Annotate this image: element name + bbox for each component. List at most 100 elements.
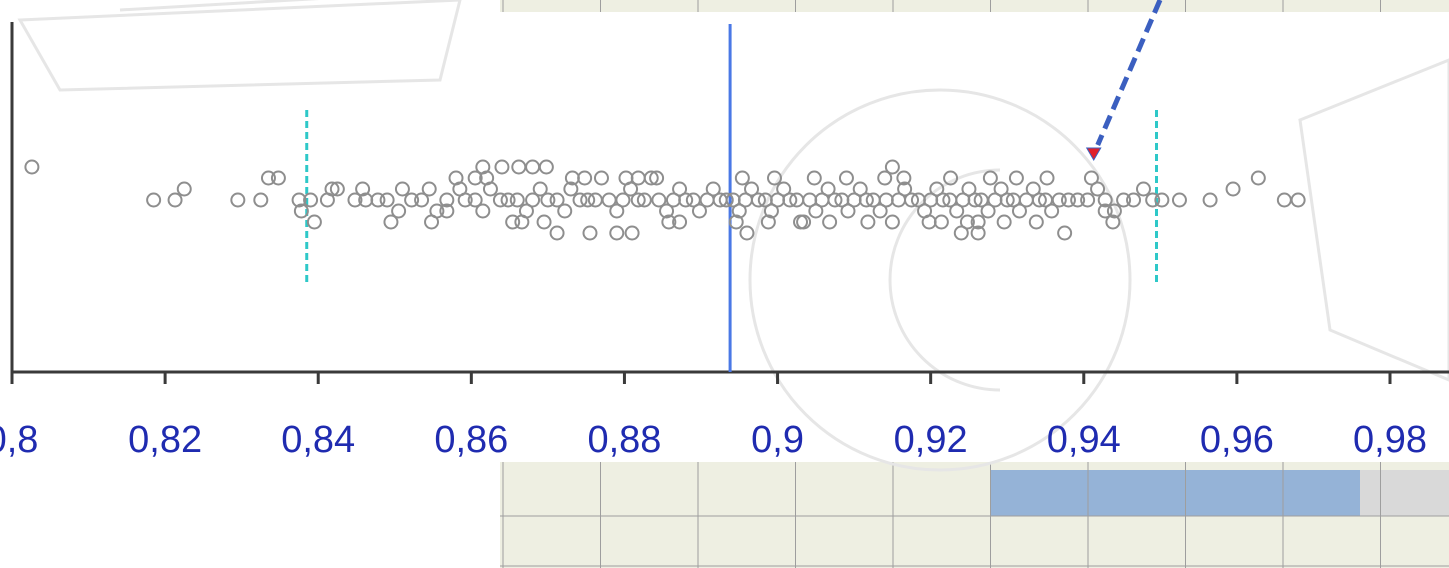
data-point	[840, 203, 856, 219]
data-point	[760, 214, 776, 230]
data-point	[439, 203, 455, 219]
data-point	[996, 214, 1012, 230]
annotation	[1085, 0, 1163, 161]
data-point	[253, 192, 269, 208]
data-point	[943, 170, 959, 186]
data-point	[980, 203, 996, 219]
data-point	[993, 181, 1009, 197]
data-point	[884, 214, 900, 230]
data-point	[820, 181, 836, 197]
sheet-gridlines	[500, 0, 1449, 568]
data-point	[860, 214, 876, 230]
data-point	[500, 192, 516, 208]
data-point	[293, 203, 309, 219]
data-points	[24, 159, 1306, 241]
data-point	[414, 192, 430, 208]
data-point	[549, 192, 565, 208]
data-point	[884, 159, 900, 175]
data-point	[949, 203, 965, 219]
data-point	[734, 170, 750, 186]
data-point	[672, 181, 688, 197]
data-point	[691, 203, 707, 219]
data-point	[933, 214, 949, 230]
reference-lines	[305, 24, 1159, 372]
data-point	[796, 214, 812, 230]
data-point	[776, 181, 792, 197]
data-point	[404, 192, 420, 208]
data-point	[618, 170, 634, 186]
data-point	[961, 181, 977, 197]
data-point	[1202, 192, 1218, 208]
data-point	[492, 192, 508, 208]
data-point	[324, 181, 340, 197]
data-point	[514, 214, 530, 230]
data-point	[370, 192, 386, 208]
x-ticks	[10, 372, 1392, 384]
data-point	[782, 192, 798, 208]
x-tick-label: 0,82	[128, 419, 202, 461]
x-tick-label: 0,84	[281, 419, 355, 461]
data-point	[563, 181, 579, 197]
data-point	[394, 181, 410, 197]
data-point	[582, 225, 598, 241]
data-point	[475, 203, 491, 219]
data-point	[793, 214, 809, 230]
data-point	[509, 192, 525, 208]
data-point	[982, 170, 998, 186]
data-point	[1106, 203, 1122, 219]
data-point	[270, 170, 286, 186]
data-point	[1290, 192, 1306, 208]
data-point	[391, 203, 407, 219]
sheet-bar-gray	[1360, 470, 1449, 516]
data-point	[1135, 181, 1151, 197]
data-point	[24, 159, 40, 175]
data-point	[1070, 192, 1086, 208]
data-point	[494, 159, 510, 175]
data-point	[467, 170, 483, 186]
data-point	[897, 181, 913, 197]
data-point	[1097, 192, 1113, 208]
data-point	[651, 192, 667, 208]
data-point	[587, 192, 603, 208]
data-point	[649, 170, 665, 186]
data-point	[1090, 181, 1106, 197]
data-point	[718, 192, 734, 208]
data-point	[970, 225, 986, 241]
data-point	[347, 192, 363, 208]
data-point	[970, 214, 986, 230]
data-point	[577, 170, 593, 186]
cut-off-caption-line	[0, 462, 6, 484]
data-point	[852, 181, 868, 197]
data-point	[827, 192, 843, 208]
x-tick-label: 0,86	[434, 419, 508, 461]
data-point	[872, 203, 888, 219]
data-point	[766, 170, 782, 186]
data-point	[806, 170, 822, 186]
data-point	[572, 192, 588, 208]
data-point	[230, 192, 246, 208]
data-point	[1060, 192, 1076, 208]
data-point	[1225, 181, 1241, 197]
data-point	[1039, 170, 1055, 186]
sheet-area-top	[500, 0, 1449, 12]
data-point	[624, 225, 640, 241]
data-point	[999, 192, 1015, 208]
data-point	[858, 192, 874, 208]
data-point	[1250, 170, 1266, 186]
data-point	[525, 159, 541, 175]
annotation-arrow	[1095, 0, 1163, 146]
data-point	[896, 170, 912, 186]
data-point	[630, 192, 646, 208]
x-tick-labels: 0,8 0,82 0,84 0,86 0,88 0,9 0,92 0,94 0,96 0,98	[0, 419, 1427, 461]
data-point	[609, 203, 625, 219]
data-point	[750, 192, 766, 208]
data-point	[1097, 203, 1113, 219]
data-point	[959, 214, 975, 230]
data-point	[536, 214, 552, 230]
data-point	[731, 203, 747, 219]
data-point	[878, 192, 894, 208]
data-point	[532, 181, 548, 197]
data-point	[744, 181, 760, 197]
data-point	[1126, 192, 1142, 208]
